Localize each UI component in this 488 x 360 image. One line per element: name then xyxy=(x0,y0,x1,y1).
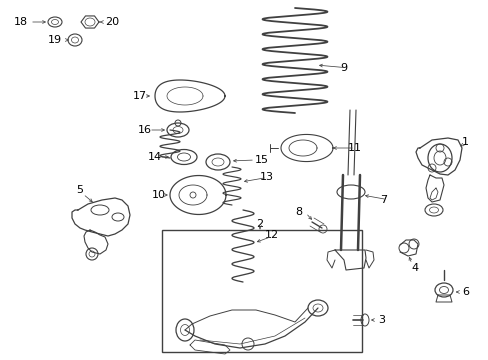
Text: 11: 11 xyxy=(347,143,361,153)
Text: 1: 1 xyxy=(461,137,468,147)
Text: 5: 5 xyxy=(76,185,83,195)
Bar xyxy=(162,230,361,352)
Text: 13: 13 xyxy=(260,172,273,182)
Text: 20: 20 xyxy=(105,17,119,27)
Text: 18: 18 xyxy=(14,17,28,27)
Text: 8: 8 xyxy=(294,207,302,217)
Text: 4: 4 xyxy=(410,263,418,273)
Text: 9: 9 xyxy=(339,63,346,73)
Text: 7: 7 xyxy=(379,195,386,205)
Text: 3: 3 xyxy=(377,315,384,325)
Text: 14: 14 xyxy=(148,152,162,162)
Text: 17: 17 xyxy=(133,91,147,101)
Text: 15: 15 xyxy=(254,155,268,165)
Text: 12: 12 xyxy=(264,230,279,240)
Text: 6: 6 xyxy=(461,287,468,297)
Text: 19: 19 xyxy=(48,35,62,45)
Text: 10: 10 xyxy=(152,190,165,200)
Text: 16: 16 xyxy=(138,125,152,135)
Text: 2: 2 xyxy=(256,219,263,229)
